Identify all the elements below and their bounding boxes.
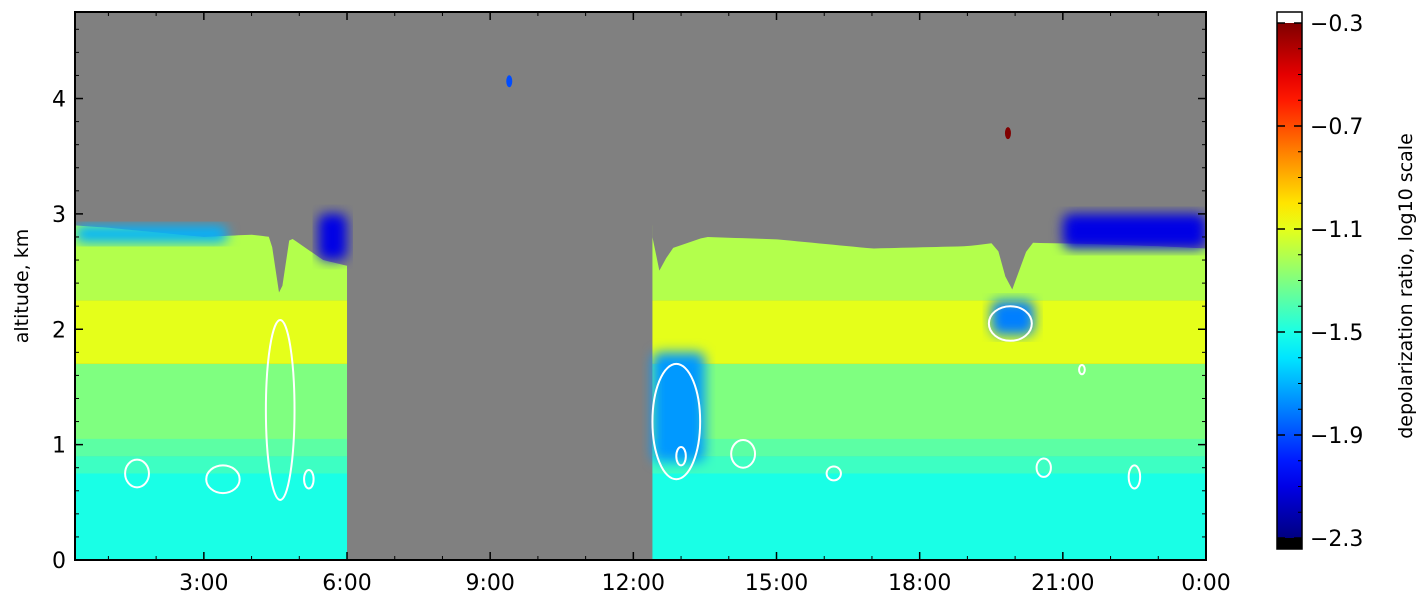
colorbar-ticks: −0.3 −0.7 −1.1 −1.5 −1.9 −2.3 xyxy=(1277,12,1363,552)
contour-4 xyxy=(651,362,702,481)
layer-upper-0 xyxy=(75,300,348,364)
data-segment-1 xyxy=(652,12,1206,560)
y-tick-label-1: 1 xyxy=(52,434,66,459)
low-depol-patch-3 xyxy=(1062,213,1206,249)
contour-0 xyxy=(264,319,296,502)
plot-frame xyxy=(74,11,1207,561)
isolated-point-0 xyxy=(506,75,513,88)
contour-3 xyxy=(303,469,315,490)
colorbar-under-cap xyxy=(1277,538,1302,549)
contour-7 xyxy=(825,465,842,482)
y-tick-label-2: 2 xyxy=(52,318,66,343)
x-tick-label-4: 15:00 xyxy=(745,571,808,596)
contour-9 xyxy=(1078,364,1086,376)
contour-11 xyxy=(1035,457,1052,478)
y-tick-label-4: 4 xyxy=(52,88,66,113)
y-tick-label-3: 3 xyxy=(52,203,66,228)
colorbar-tick-label-3: −1.5 xyxy=(1310,321,1363,346)
colorbar-tick-label-0: −0.3 xyxy=(1310,12,1363,37)
layer-upper-1 xyxy=(652,300,1206,364)
colorbar-tick-label-2: −1.1 xyxy=(1310,218,1363,243)
contour-8 xyxy=(987,305,1033,342)
y-axis: 0 1 2 3 4 xyxy=(52,28,1206,574)
contour-10 xyxy=(1127,464,1142,490)
x-tick-label-1: 6:00 xyxy=(322,571,371,596)
colorbar-tick-label-5: −2.3 xyxy=(1310,527,1363,552)
colorbar: −0.3 −0.7 −1.1 −1.5 −1.9 −2.3 depolarization … xyxy=(1276,11,1417,552)
contour-1 xyxy=(124,458,150,489)
colorbar-tick-label-4: −1.9 xyxy=(1310,424,1363,449)
low-depol-patch-2 xyxy=(318,213,348,261)
x-tick-label-5: 18:00 xyxy=(888,571,951,596)
x-tick-label-3: 12:00 xyxy=(602,571,665,596)
low-depol-patch-4 xyxy=(75,225,228,243)
y-tick-label-0: 0 xyxy=(52,549,66,574)
colorbar-over-cap xyxy=(1277,12,1302,23)
x-tick-label-0: 3:00 xyxy=(179,571,228,596)
contour-2 xyxy=(205,464,241,495)
low-depol-patch-0 xyxy=(652,352,705,462)
contour-layer xyxy=(124,305,1142,502)
x-tick-label-6: 21:00 xyxy=(1031,571,1094,596)
contour-5 xyxy=(675,445,687,467)
colorbar-gradient xyxy=(1277,23,1302,538)
y-axis-label: altitude, km xyxy=(11,229,33,343)
x-tick-label-7: 0:00 xyxy=(1181,571,1230,596)
heatmap-layer xyxy=(75,12,1206,560)
isolated-point-1 xyxy=(1004,127,1011,140)
data-segment-0 xyxy=(75,12,348,560)
x-tick-label-2: 9:00 xyxy=(465,571,514,596)
blend-band-0 xyxy=(75,438,348,474)
colorbar-label: depolarization ratio, log10 scale xyxy=(1395,133,1417,439)
x-axis: 3:00 6:00 9:00 12:00 15:00 18:00 21:00 0:00 xyxy=(107,12,1231,596)
colorbar-tick-label-1: −0.7 xyxy=(1310,115,1363,140)
above-cloud-mask-0 xyxy=(75,12,348,293)
contour-6 xyxy=(730,439,757,469)
